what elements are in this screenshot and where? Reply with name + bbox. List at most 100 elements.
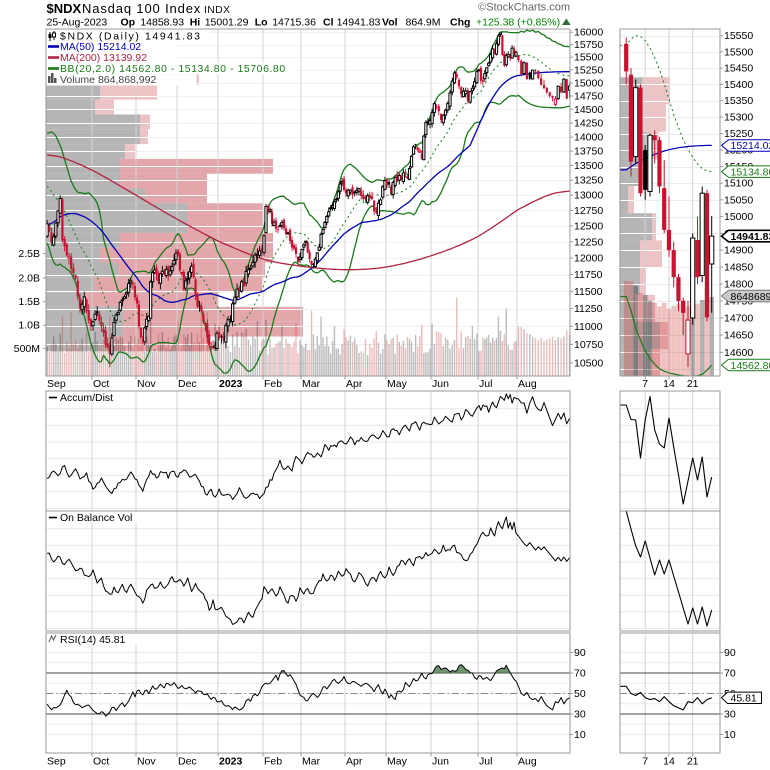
svg-text:16000: 16000 bbox=[574, 27, 603, 39]
svg-text:Dec: Dec bbox=[178, 378, 197, 390]
svg-text:10: 10 bbox=[724, 729, 736, 741]
svg-text:Accum/Dist: Accum/Dist bbox=[60, 392, 113, 404]
svg-text:86486899: 86486899 bbox=[731, 291, 770, 303]
svg-text:Aug: Aug bbox=[518, 756, 537, 768]
svg-text:Volume 864,868,992: Volume 864,868,992 bbox=[60, 74, 156, 86]
svg-text:Apr: Apr bbox=[346, 378, 363, 390]
svg-text:Apr: Apr bbox=[346, 756, 363, 768]
svg-text:Mar: Mar bbox=[302, 756, 321, 768]
svg-text:Hi: Hi bbox=[190, 17, 201, 29]
svg-text:45.81: 45.81 bbox=[731, 693, 757, 705]
svg-text:+125.38 (+0.85%): +125.38 (+0.85%) bbox=[476, 17, 560, 29]
svg-text:12500: 12500 bbox=[574, 220, 603, 232]
svg-text:$NDX (Daily) 14941.83: $NDX (Daily) 14941.83 bbox=[60, 31, 202, 43]
svg-text:14850: 14850 bbox=[724, 262, 753, 274]
svg-text:70: 70 bbox=[574, 668, 586, 680]
svg-text:14: 14 bbox=[663, 756, 675, 768]
svg-text:MA(50) 15214.02: MA(50) 15214.02 bbox=[60, 41, 141, 53]
svg-text:MA(200) 13139.92: MA(200) 13139.92 bbox=[60, 52, 147, 64]
svg-text:7: 7 bbox=[642, 378, 648, 390]
svg-text:21: 21 bbox=[687, 756, 699, 768]
svg-text:14800: 14800 bbox=[724, 279, 753, 291]
svg-text:12250: 12250 bbox=[574, 236, 603, 248]
svg-text:30: 30 bbox=[724, 709, 736, 721]
svg-text:14000: 14000 bbox=[574, 132, 603, 144]
svg-text:1.0B: 1.0B bbox=[18, 320, 40, 332]
svg-text:15050: 15050 bbox=[724, 194, 753, 206]
svg-text:15001.29: 15001.29 bbox=[205, 17, 249, 29]
svg-text:14900: 14900 bbox=[724, 245, 753, 257]
svg-text:Aug: Aug bbox=[518, 378, 537, 390]
svg-text:13500: 13500 bbox=[574, 160, 603, 172]
svg-text:$NDX: $NDX bbox=[47, 1, 82, 16]
svg-text:10750: 10750 bbox=[574, 339, 603, 351]
svg-text:INDX: INDX bbox=[204, 4, 230, 16]
svg-text:Feb: Feb bbox=[264, 756, 282, 768]
svg-text:10: 10 bbox=[574, 729, 586, 741]
svg-text:15000: 15000 bbox=[724, 211, 753, 223]
svg-text:14858.93: 14858.93 bbox=[140, 17, 184, 29]
svg-text:15350: 15350 bbox=[724, 95, 753, 107]
svg-text:500M: 500M bbox=[14, 343, 40, 355]
svg-text:15250: 15250 bbox=[724, 128, 753, 140]
svg-text:Jun: Jun bbox=[432, 756, 449, 768]
svg-text:Vol: Vol bbox=[382, 17, 398, 29]
svg-text:15500: 15500 bbox=[724, 46, 753, 58]
svg-text:14941.83: 14941.83 bbox=[731, 231, 770, 243]
svg-text:15750: 15750 bbox=[574, 39, 603, 51]
svg-text:15214.02: 15214.02 bbox=[731, 140, 770, 152]
svg-text:11500: 11500 bbox=[574, 286, 603, 298]
svg-text:Chg: Chg bbox=[450, 17, 470, 29]
svg-text:10500: 10500 bbox=[574, 357, 603, 369]
svg-text:14700: 14700 bbox=[724, 313, 753, 325]
svg-text:Mar: Mar bbox=[302, 378, 321, 390]
svg-text:14750: 14750 bbox=[574, 91, 603, 103]
svg-text:2.0B: 2.0B bbox=[18, 272, 40, 284]
svg-text:15250: 15250 bbox=[574, 64, 603, 76]
svg-text:30: 30 bbox=[574, 709, 586, 721]
svg-text:Nov: Nov bbox=[137, 378, 156, 390]
svg-text:Jul: Jul bbox=[479, 378, 492, 390]
svg-text:11000: 11000 bbox=[574, 321, 603, 333]
svg-text:11250: 11250 bbox=[574, 303, 603, 315]
svg-text:15550: 15550 bbox=[724, 30, 753, 42]
svg-text:Oct: Oct bbox=[93, 756, 109, 768]
svg-text:13000: 13000 bbox=[574, 190, 603, 202]
svg-text:21: 21 bbox=[687, 378, 699, 390]
svg-text:14650: 14650 bbox=[724, 330, 753, 342]
svg-text:14941.83: 14941.83 bbox=[337, 17, 381, 29]
svg-text:Feb: Feb bbox=[264, 378, 282, 390]
svg-text:Nov: Nov bbox=[137, 756, 156, 768]
svg-text:14: 14 bbox=[663, 378, 675, 390]
svg-text:Sep: Sep bbox=[47, 378, 66, 390]
svg-text:Cl: Cl bbox=[323, 17, 334, 29]
svg-text:14250: 14250 bbox=[574, 118, 603, 130]
svg-text:15300: 15300 bbox=[724, 112, 753, 124]
svg-text:70: 70 bbox=[724, 668, 736, 680]
svg-text:13250: 13250 bbox=[574, 175, 603, 187]
svg-text:May: May bbox=[387, 378, 408, 390]
svg-text:Oct: Oct bbox=[93, 378, 109, 390]
svg-text:Dec: Dec bbox=[178, 756, 197, 768]
svg-text:BB(20,2.0) 14562.80 - 15134.80: BB(20,2.0) 14562.80 - 15134.80 - 15706.8… bbox=[60, 63, 286, 75]
svg-text:15134.80: 15134.80 bbox=[731, 166, 770, 178]
svg-text:25-Aug-2023: 25-Aug-2023 bbox=[47, 17, 108, 29]
svg-text:864.9M: 864.9M bbox=[406, 17, 441, 29]
svg-text:90: 90 bbox=[574, 647, 586, 659]
svg-text:15100: 15100 bbox=[724, 178, 753, 190]
svg-text:15400: 15400 bbox=[724, 79, 753, 91]
svg-text:2023: 2023 bbox=[219, 378, 243, 390]
svg-text:14715.36: 14715.36 bbox=[272, 17, 316, 29]
svg-text:12000: 12000 bbox=[574, 253, 603, 265]
svg-text:Sep: Sep bbox=[47, 756, 66, 768]
svg-text:14562.80: 14562.80 bbox=[731, 360, 770, 372]
svg-text:7: 7 bbox=[642, 756, 648, 768]
svg-text:1.5B: 1.5B bbox=[18, 296, 40, 308]
svg-text:14500: 14500 bbox=[574, 104, 603, 116]
svg-text:15450: 15450 bbox=[724, 63, 753, 75]
svg-text:15500: 15500 bbox=[574, 52, 603, 64]
svg-text:May: May bbox=[387, 756, 408, 768]
svg-text:Jul: Jul bbox=[479, 756, 492, 768]
svg-text:©StockCharts.com: ©StockCharts.com bbox=[478, 2, 570, 14]
svg-text:11750: 11750 bbox=[574, 269, 603, 281]
